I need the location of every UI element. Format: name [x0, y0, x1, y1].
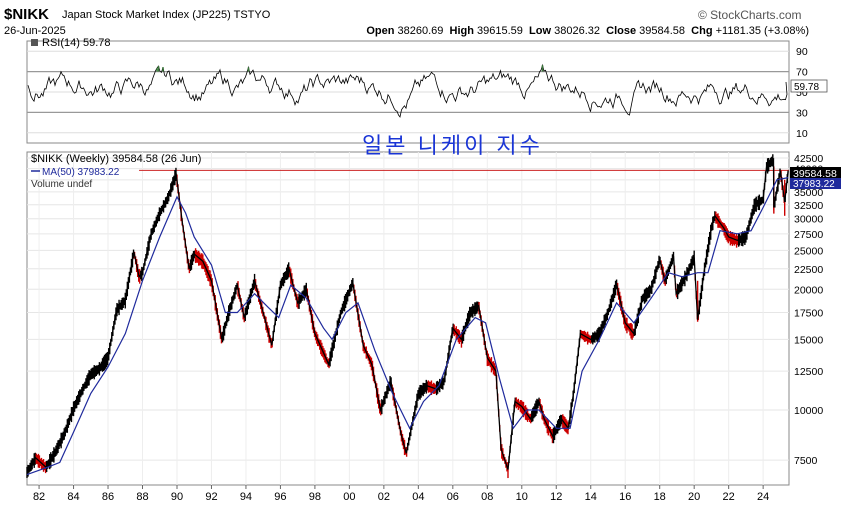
chart-date: 26-Jun-2025: [4, 25, 66, 37]
rsi-line: [27, 63, 788, 118]
symbol-title: $NIKK: [4, 6, 50, 23]
ohlc-summary: Open 38260.69 High 39615.59 Low 38026.32…: [366, 25, 809, 37]
price-y-tick: 30000: [794, 214, 823, 226]
price-x-tick: 06: [447, 491, 459, 503]
rsi-tick: 10: [796, 128, 808, 140]
chg-value: +1181.35 (+3.08%): [715, 25, 809, 37]
price-y-tick: 20000: [794, 284, 823, 296]
price-series-line: [26, 157, 789, 473]
chg-label: Chg: [691, 25, 713, 37]
last-price-label: 39584.58: [793, 168, 837, 180]
price-y-tick: 7500: [794, 455, 818, 467]
close-label: Close: [606, 25, 637, 37]
price-x-tick: 94: [240, 491, 252, 503]
rsi-value-box: [790, 79, 828, 93]
brand-label: © StockCharts.com: [698, 8, 802, 22]
price-y-tick: 27500: [794, 229, 823, 241]
low-value: 38026.32: [554, 25, 600, 37]
price-x-tick: 24: [757, 491, 769, 503]
price-grid: [27, 152, 789, 489]
open-value: 38260.69: [397, 25, 444, 37]
price-x-tick: 92: [205, 491, 217, 503]
price-y-tick: 17500: [794, 308, 823, 320]
price-legend-volume: Volume undef: [31, 179, 92, 190]
price-x-tick: 82: [33, 491, 45, 503]
price-x-tick: 14: [585, 491, 597, 503]
rsi-tick-labels: 90 70 50 30 10: [796, 46, 808, 140]
rsi-tick: 90: [796, 46, 808, 58]
close-value: 39584.58: [639, 25, 686, 37]
price-y-tick: 22500: [794, 264, 823, 276]
price-x-tick: 04: [412, 491, 424, 503]
price-x-tick: 10: [516, 491, 528, 503]
ma50-line: [26, 177, 789, 476]
rsi-panel: 90 70 50 30 10 RSI(14) 59.78 59.78: [26, 37, 828, 144]
rsi-legend-swatch: [31, 39, 38, 46]
high-value: 39615.59: [477, 25, 523, 37]
price-x-tick: 00: [343, 491, 355, 503]
ma-value-box: [790, 178, 841, 189]
rsi-tick: 30: [796, 107, 808, 119]
price-x-tick: 86: [102, 491, 114, 503]
price-panel: 4250040000375003500032500300002750025000…: [26, 151, 841, 503]
korean-annotation: 일본 니케이 지수: [362, 133, 543, 158]
rsi-value-label: 59.78: [794, 82, 819, 93]
ma-value-label: 37983.22: [793, 179, 835, 190]
price-x-tick: 84: [67, 491, 79, 503]
low-label: Low: [529, 25, 552, 37]
price-frame: [26, 151, 790, 486]
open-label: Open: [366, 25, 395, 37]
price-y-tick: 15000: [794, 334, 823, 346]
price-x-tick: 08: [481, 491, 493, 503]
price-x-tick: 02: [378, 491, 390, 503]
index-name: Japan Stock Market Index (JP225) TSTYO: [62, 9, 271, 21]
price-legend-main: $NIKK (Weekly) 39584.58 (26 Jun): [31, 153, 201, 165]
price-x-tick: 88: [136, 491, 148, 503]
price-y-tick: 12500: [794, 366, 823, 378]
price-x-tick: 96: [274, 491, 286, 503]
price-x-tick: 12: [550, 491, 562, 503]
price-x-tick: 18: [654, 491, 666, 503]
price-x-tick: 98: [309, 491, 321, 503]
rsi-fills: [156, 65, 544, 72]
price-x-tick-labels: 82 84 86 88 90 92 94 96 98 00 02 04 06 08 10 12 14 16 18 20…: [33, 491, 769, 503]
price-x-tick: 22: [723, 491, 735, 503]
price-y-tick: 32500: [794, 200, 823, 212]
rsi-legend-text: RSI(14) 59.78: [42, 37, 110, 49]
price-y-tick: 10000: [794, 405, 823, 417]
price-y-tick: 25000: [794, 245, 823, 257]
price-x-tick: 16: [619, 491, 631, 503]
price-legend-ma: MA(50) 37983.22: [42, 167, 120, 178]
price-y-tick-labels: 4250040000375003500032500300002750025000…: [794, 153, 823, 467]
price-x-tick: 20: [688, 491, 700, 503]
rsi-legend: RSI(14) 59.78: [31, 37, 110, 49]
price-x-tick: 90: [171, 491, 183, 503]
price-legend: $NIKK (Weekly) 39584.58 (26 Jun) MA(50) …: [31, 153, 201, 190]
price-y-tick: 42500: [794, 153, 823, 165]
last-price-box: [790, 167, 841, 179]
rsi-tick: 50: [796, 87, 808, 99]
high-label: High: [449, 25, 474, 37]
rsi-tick: 70: [796, 67, 808, 79]
price-y-tick: 35000: [794, 187, 823, 199]
